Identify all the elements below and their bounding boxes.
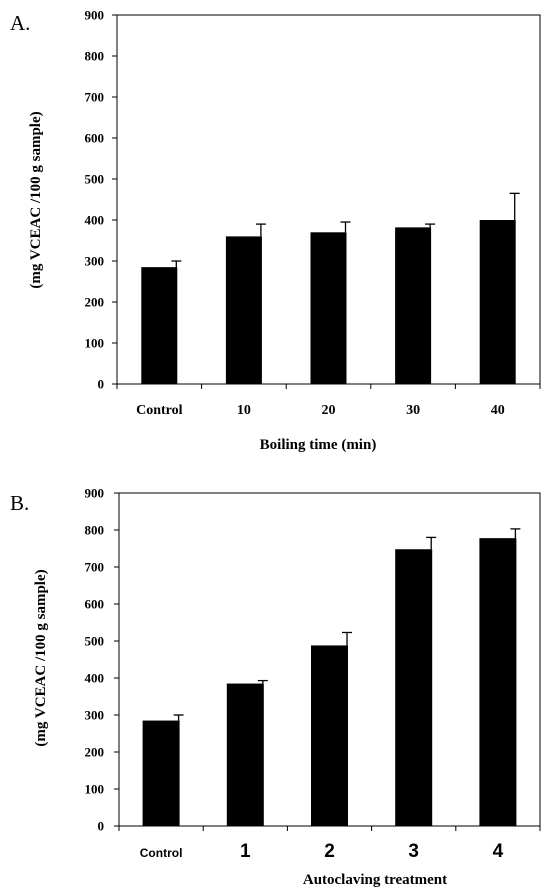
panel-b-letter: B. (10, 491, 29, 515)
b-y-tick-label: 600 (85, 597, 105, 612)
a-bar (141, 267, 178, 384)
a-category-label: 20 (322, 403, 336, 418)
a-y-tick-label: 300 (85, 254, 105, 269)
a-category-label: 10 (237, 403, 251, 418)
panel-b-x-axis-label: Autoclaving treatment (303, 872, 447, 888)
b-bar (311, 645, 348, 826)
b-bar (479, 538, 517, 826)
a-category-label: Control (136, 403, 183, 418)
b-category-label: Control (140, 846, 183, 860)
a-bar (310, 232, 347, 384)
panel-a-letter: A. (10, 11, 30, 35)
panel-a-x-axis-label: Boiling time (min) (260, 437, 377, 453)
a-y-tick-label: 800 (85, 49, 105, 64)
b-y-tick-label: 700 (85, 560, 105, 575)
b-y-tick-label: 300 (85, 708, 105, 723)
b-y-tick-label: 200 (85, 745, 105, 760)
panel-a: A. (mg VCEAC /100 g sample) Boiling time… (10, 8, 541, 453)
a-bar (479, 220, 516, 384)
panel-a-plot: 0 100 200 300 400 500 600 700 800 900 Control 10 20 3… (85, 8, 541, 418)
a-bar (225, 236, 262, 384)
a-category-label: 40 (491, 403, 505, 418)
a-y-tick-label: 700 (85, 90, 105, 105)
b-bar (226, 683, 264, 826)
a-y-tick-label: 900 (85, 8, 105, 23)
a-y-tick-label: 600 (85, 131, 105, 146)
panel-b-plot: 0 100 200 300 400 500 600 700 800 900 Control 1 2 3 4 (85, 486, 541, 862)
b-bar (395, 549, 433, 826)
b-category-label: 4 (493, 841, 504, 862)
a-y-tick-label: 200 (85, 295, 105, 310)
a-bar (395, 227, 432, 384)
b-bar (142, 720, 180, 826)
a-y-tick-label: 100 (85, 336, 105, 351)
b-category-label: 1 (240, 841, 251, 862)
a-y-tick-label: 400 (85, 213, 105, 228)
b-y-tick-label: 0 (98, 819, 105, 834)
b-y-tick-label: 100 (85, 782, 105, 797)
panel-b-y-axis-label: (mg VCEAC /100 g sample) (33, 569, 49, 746)
b-category-label: 3 (408, 841, 419, 862)
b-y-tick-label: 500 (85, 634, 105, 649)
panel-b: B. (mg VCEAC /100 g sample) Autoclaving … (10, 486, 541, 888)
b-y-tick-label: 800 (85, 523, 105, 538)
a-y-tick-label: 500 (85, 172, 105, 187)
a-category-label: 30 (406, 403, 420, 418)
panel-a-y-axis-label: (mg VCEAC /100 g sample) (28, 111, 44, 288)
a-y-tick-label: 0 (98, 377, 105, 392)
b-category-label: 2 (324, 841, 335, 862)
b-y-tick-label: 400 (85, 671, 105, 686)
b-y-tick-label: 900 (85, 486, 105, 501)
